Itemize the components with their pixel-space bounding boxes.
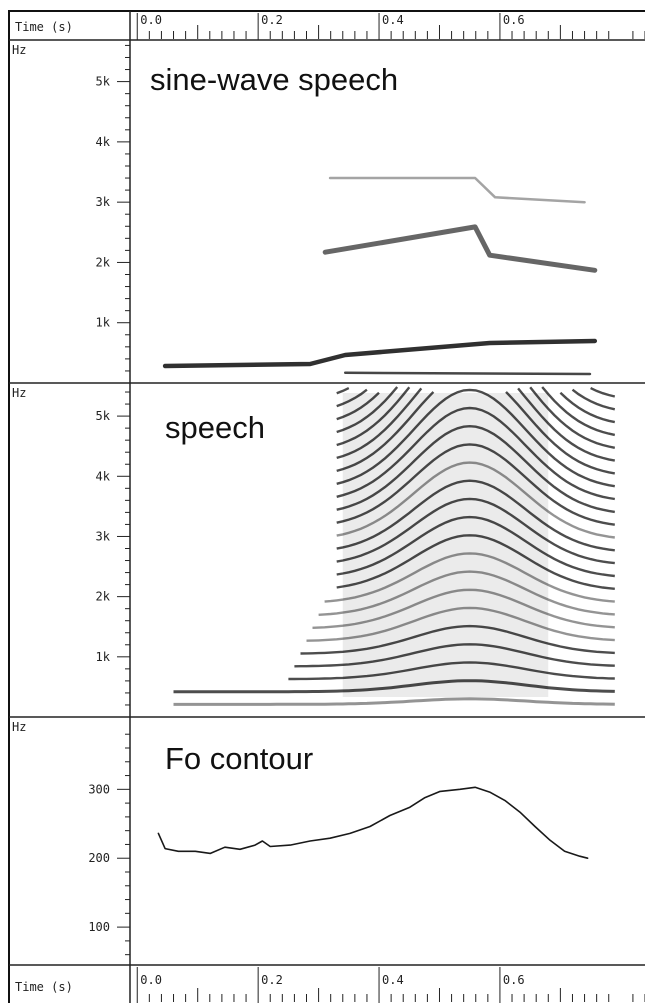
spectrogram-stripe bbox=[173, 697, 615, 706]
y-tick-label: 2k bbox=[96, 255, 111, 269]
spectrogram-stripe bbox=[318, 570, 615, 616]
y-tick-label: 5k bbox=[96, 409, 111, 423]
x-axis-label: Time (s) bbox=[15, 980, 73, 994]
y-axis-label: Hz bbox=[12, 386, 26, 400]
spectrogram-shade bbox=[342, 393, 549, 697]
spectrogram-stripe bbox=[336, 391, 616, 475]
y-tick-label: 1k bbox=[96, 650, 111, 664]
spectrogram-stripe bbox=[336, 386, 616, 437]
y-tick-label: 1k bbox=[96, 316, 111, 330]
line-series bbox=[343, 371, 592, 376]
x-tick-label: 0.0 bbox=[140, 13, 162, 27]
spectrogram-stripe bbox=[336, 388, 615, 488]
y-tick-label: 4k bbox=[96, 469, 111, 483]
y-tick-label: 4k bbox=[96, 135, 111, 149]
frame bbox=[8, 10, 645, 1003]
spectrogram-texture bbox=[173, 386, 616, 706]
y-tick-label: 5k bbox=[96, 75, 111, 89]
spectrogram-stripe bbox=[336, 461, 615, 539]
panel-annotation: speech bbox=[165, 410, 265, 445]
line-series bbox=[162, 338, 598, 369]
spectrogram-stripe bbox=[312, 588, 615, 629]
panel-annotation: sine-wave speech bbox=[150, 62, 398, 97]
y-tick-label: 3k bbox=[96, 195, 111, 209]
spectrogram-stripe bbox=[306, 606, 615, 642]
spectrogram-stripe bbox=[300, 624, 615, 655]
y-tick-label: 300 bbox=[88, 782, 110, 796]
spectrogram-stripe bbox=[336, 386, 616, 449]
spectrogram-stripe bbox=[336, 515, 615, 578]
spectrogram-stripe bbox=[336, 534, 615, 590]
spectrogram-stripe bbox=[336, 497, 615, 565]
panel-annotation: Fo contour bbox=[165, 741, 313, 776]
spectrogram-stripe bbox=[173, 679, 615, 694]
y-axis-label: Hz bbox=[12, 720, 26, 734]
x-tick-label: 0.2 bbox=[261, 13, 283, 27]
spectrogram-stripe bbox=[324, 552, 615, 603]
x-axis-label: Time (s) bbox=[15, 20, 73, 34]
x-tick-label: 0.2 bbox=[261, 973, 283, 987]
spectrogram-stripe bbox=[336, 424, 615, 514]
spectrogram-stripe bbox=[336, 387, 616, 398]
spectrogram-stripe bbox=[336, 391, 616, 424]
x-tick-label: 0.0 bbox=[140, 973, 162, 987]
spectrogram-stripe bbox=[336, 387, 616, 462]
x-tick-label: 0.6 bbox=[503, 13, 525, 27]
y-tick-label: 200 bbox=[88, 851, 110, 865]
line-series bbox=[328, 176, 586, 204]
line-series bbox=[157, 786, 589, 859]
line-series bbox=[322, 224, 598, 273]
x-tick-label: 0.4 bbox=[382, 13, 404, 27]
y-tick-label: 2k bbox=[96, 590, 111, 604]
y-tick-label: 3k bbox=[96, 529, 111, 543]
spectrogram-stripe bbox=[336, 479, 615, 552]
x-tick-label: 0.6 bbox=[503, 973, 525, 987]
y-tick-label: 100 bbox=[88, 920, 110, 934]
y-axis-label: Hz bbox=[12, 43, 26, 57]
spectrogram-stripe bbox=[288, 661, 615, 681]
spectrogram-stripe bbox=[336, 406, 615, 501]
spectrogram-stripe bbox=[336, 388, 616, 411]
x-tick-label: 0.4 bbox=[382, 973, 404, 987]
spectrogram-stripe bbox=[294, 643, 615, 668]
spectrogram-stripe bbox=[336, 443, 615, 526]
